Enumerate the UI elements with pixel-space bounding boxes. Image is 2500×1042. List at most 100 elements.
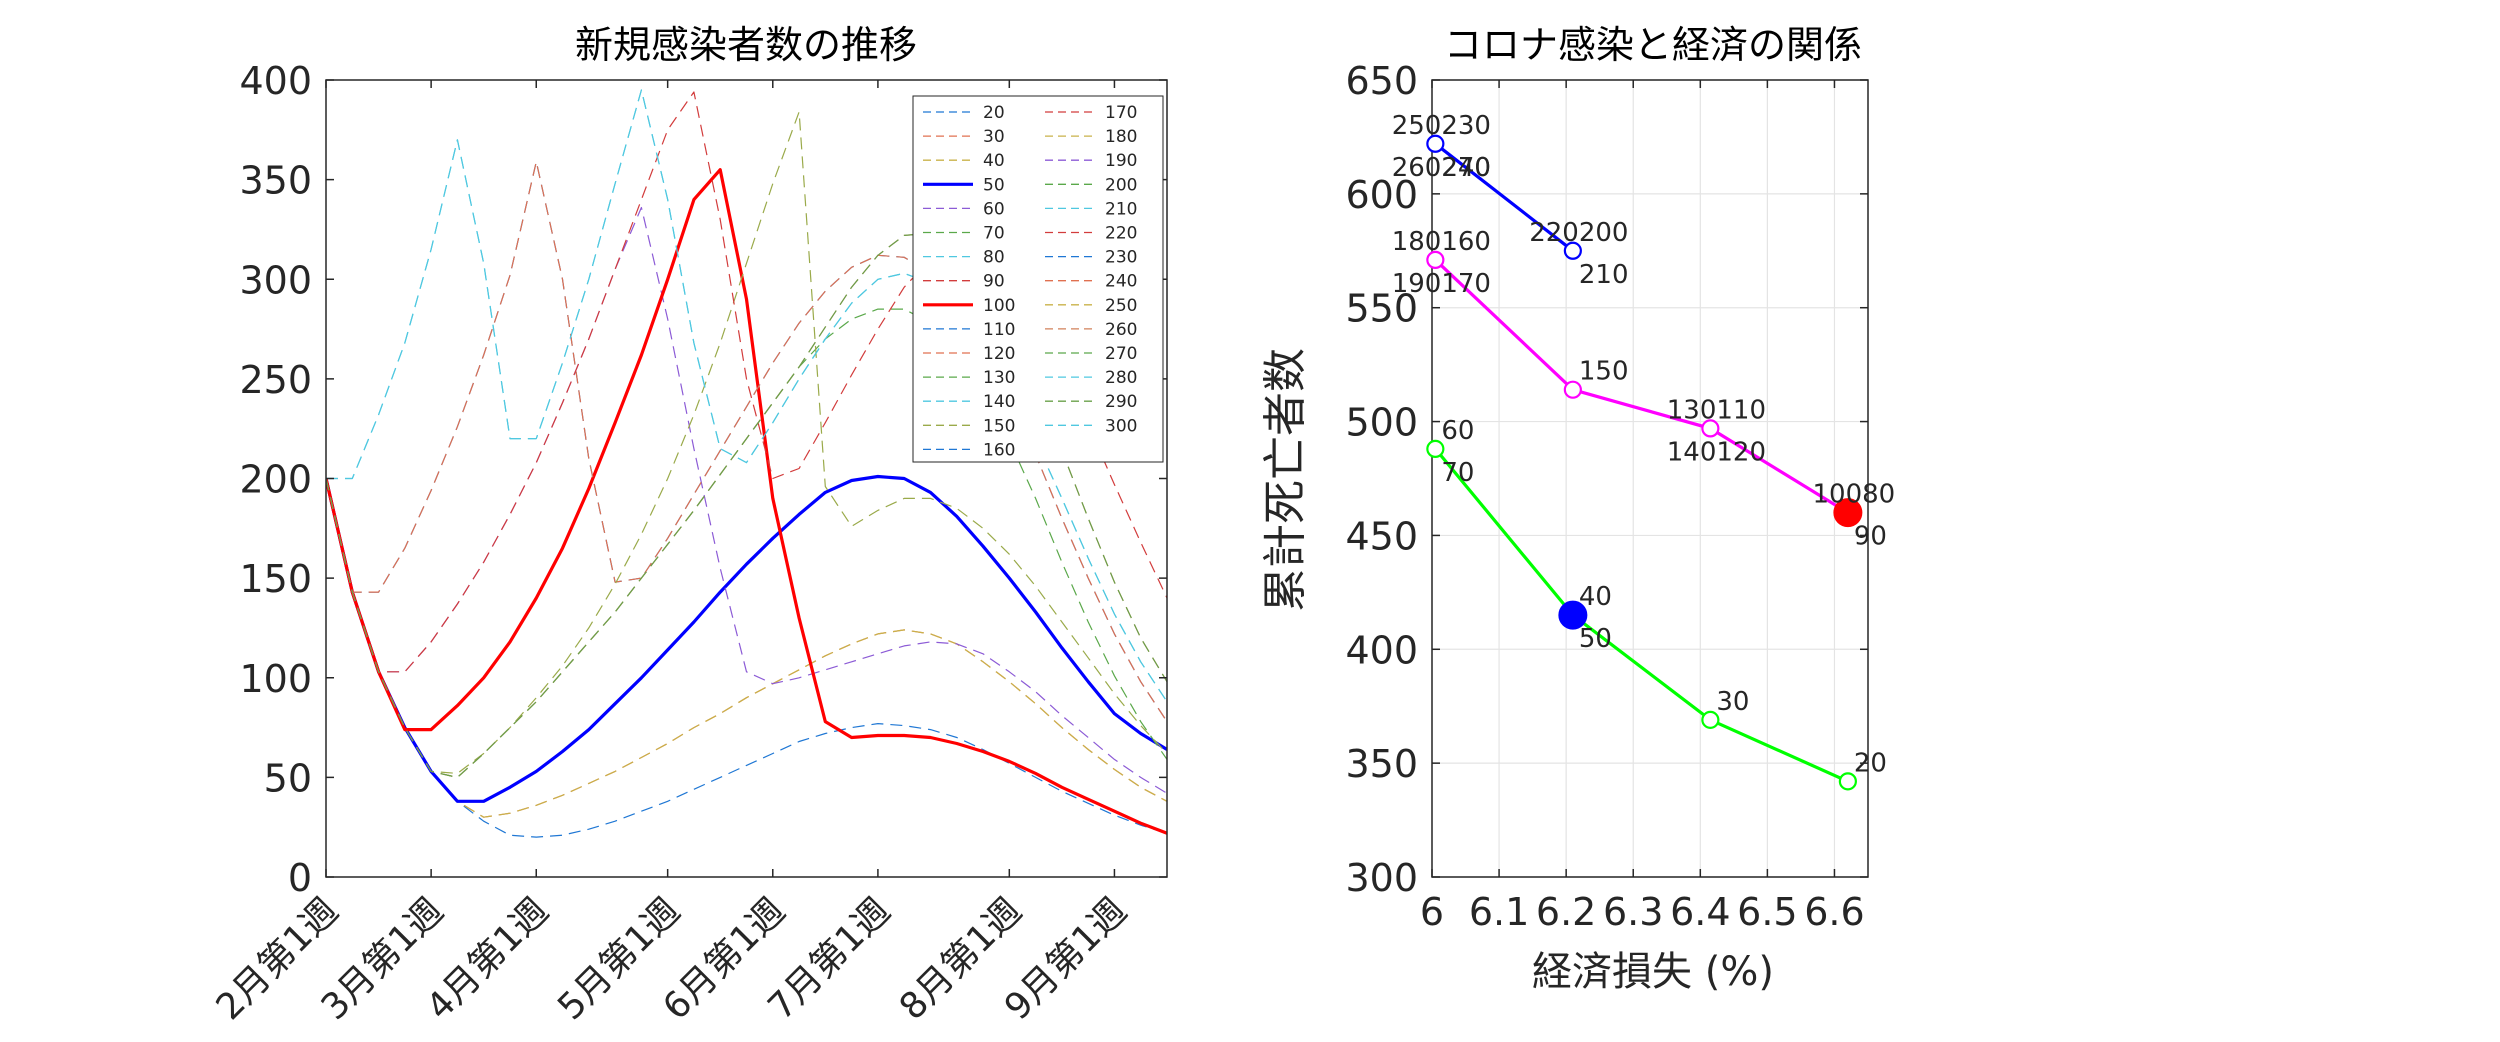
right-series-line-2 bbox=[1434, 258, 1849, 515]
right-highlight-point bbox=[1833, 498, 1863, 528]
right-series-point bbox=[1701, 710, 1720, 729]
right-point-annotation: 140120 bbox=[1667, 437, 1766, 467]
left-legend: 20 30 40 50 60 70 80 90 100 110 120 130 140 150 160 170… bbox=[912, 95, 1164, 463]
left-series-line-40 bbox=[326, 478, 1167, 818]
left-legend-label: 160 bbox=[983, 440, 1015, 460]
right-series-point bbox=[1426, 439, 1445, 458]
right-point-annotation: 250230 bbox=[1392, 111, 1491, 141]
left-ytick-label: 200 bbox=[239, 458, 312, 502]
right-xtick-label: 6.6 bbox=[1804, 890, 1864, 934]
left-series-line-170 bbox=[326, 91, 1167, 673]
left-series-line-150 bbox=[326, 111, 1167, 775]
right-ytick-label: 300 bbox=[1345, 856, 1418, 900]
right-series-point bbox=[1701, 419, 1720, 438]
left-legend-label: 280 bbox=[1105, 368, 1137, 388]
right-point-annotation: 210 bbox=[1579, 260, 1629, 290]
left-ytick-label: 0 bbox=[288, 856, 312, 900]
right-point-annotation: 190170 bbox=[1392, 269, 1491, 299]
left-legend-label: 140 bbox=[983, 392, 1015, 412]
left-legend-label: 30 bbox=[983, 127, 1005, 147]
right-series-point bbox=[1838, 772, 1857, 791]
left-ytick-label: 100 bbox=[239, 657, 312, 701]
right-series-point bbox=[1563, 380, 1582, 399]
right-xtick-label: 6.5 bbox=[1737, 890, 1797, 934]
right-point-annotation: 90 bbox=[1854, 522, 1887, 552]
left-legend-label: 240 bbox=[1105, 272, 1137, 292]
right-point-annotation: 130110 bbox=[1667, 395, 1766, 425]
right-xtick-label: 6.3 bbox=[1603, 890, 1663, 934]
left-legend-label: 110 bbox=[983, 320, 1015, 340]
right-ytick-label: 450 bbox=[1345, 514, 1418, 558]
left-legend-label: 20 bbox=[983, 103, 1005, 123]
right-series-point bbox=[1426, 250, 1445, 269]
left-legend-label: 80 bbox=[983, 248, 1005, 268]
left-legend-label: 290 bbox=[1105, 392, 1137, 412]
right-point-annotation: 60 bbox=[1441, 416, 1474, 446]
left-legend-label: 130 bbox=[983, 368, 1015, 388]
right-point-annotation: 260240 bbox=[1392, 153, 1491, 183]
right-point-annotation: 30 bbox=[1716, 687, 1749, 717]
left-series-line-100 bbox=[326, 168, 1167, 835]
right-point-annotation: 70 bbox=[1441, 458, 1474, 488]
left-legend-label: 90 bbox=[983, 272, 1005, 292]
right-ytick-label: 650 bbox=[1345, 59, 1418, 103]
right-plot-area: 300 350 400 450 500 550 600 650 6 6.1 6.2 6.3 6.4 6.5… bbox=[1345, 59, 1895, 934]
right-ytick-label: 600 bbox=[1345, 173, 1418, 217]
left-series-line-50 bbox=[326, 474, 1167, 803]
right-point-annotation: 180160 bbox=[1392, 227, 1491, 257]
right-point-annotation: 50 bbox=[1579, 624, 1612, 654]
left-ytick-label: 300 bbox=[239, 258, 312, 302]
left-legend-label: 300 bbox=[1105, 416, 1137, 436]
left-chart-title: 新規感染者数の推移 bbox=[575, 23, 917, 67]
right-point-annotation: 20 bbox=[1854, 748, 1887, 778]
right-highlight-point bbox=[1558, 600, 1588, 630]
right-chart: コロナ感染と経済の関係 経済損失 (%) 累計死亡者数 300 350 400 450… bbox=[1260, 23, 1895, 995]
right-series-line-1 bbox=[1434, 142, 1574, 253]
right-xtick-label: 6.1 bbox=[1469, 890, 1529, 934]
left-legend-label: 120 bbox=[983, 344, 1015, 364]
left-legend-label: 50 bbox=[983, 175, 1005, 195]
left-legend-label: 220 bbox=[1105, 224, 1137, 244]
left-ytick-label: 350 bbox=[239, 159, 312, 203]
right-chart-ylabel: 累計死亡者数 bbox=[1260, 348, 1311, 612]
right-ytick-label: 500 bbox=[1345, 401, 1418, 445]
left-legend-label: 190 bbox=[1105, 151, 1137, 171]
left-legend-label: 210 bbox=[1105, 199, 1137, 219]
left-ytick-label: 50 bbox=[264, 756, 312, 800]
right-chart-title: コロナ感染と経済の関係 bbox=[1444, 23, 1862, 67]
right-chart-xlabel: 経済損失 (%) bbox=[1532, 949, 1774, 995]
right-point-annotation: 40 bbox=[1579, 582, 1612, 612]
left-series-line-20 bbox=[326, 478, 1167, 838]
right-xtick-label: 6 bbox=[1420, 890, 1444, 934]
left-legend-label: 180 bbox=[1105, 127, 1137, 147]
right-series-point bbox=[1426, 134, 1445, 153]
left-ytick-label: 400 bbox=[239, 59, 312, 103]
right-ytick-label: 350 bbox=[1345, 742, 1418, 786]
right-xtick-label: 6.2 bbox=[1536, 890, 1596, 934]
left-legend-label: 170 bbox=[1105, 103, 1137, 123]
right-axes-box bbox=[1431, 79, 1869, 878]
right-ytick-label: 400 bbox=[1345, 628, 1418, 672]
left-legend-label: 60 bbox=[983, 199, 1005, 219]
left-legend-label: 200 bbox=[1105, 175, 1137, 195]
left-legend-label: 100 bbox=[983, 296, 1015, 316]
right-xtick-label: 6.4 bbox=[1670, 890, 1730, 934]
left-legend-label: 230 bbox=[1105, 248, 1137, 268]
right-point-annotation: 220200 bbox=[1529, 218, 1628, 248]
left-legend-label: 260 bbox=[1105, 320, 1137, 340]
right-series-line-3 bbox=[1434, 447, 1849, 783]
right-point-annotation: 10080 bbox=[1813, 480, 1896, 510]
right-series-point bbox=[1563, 241, 1582, 260]
left-ytick-label: 250 bbox=[239, 358, 312, 402]
left-legend-label: 250 bbox=[1105, 296, 1137, 316]
right-point-annotation: 270 bbox=[1441, 153, 1491, 183]
left-legend-label: 70 bbox=[983, 224, 1005, 244]
left-legend-label: 150 bbox=[983, 416, 1015, 436]
right-ytick-label: 550 bbox=[1345, 287, 1418, 331]
left-legend-label: 270 bbox=[1105, 344, 1137, 364]
left-ytick-label: 150 bbox=[239, 557, 312, 601]
right-point-annotation: 150 bbox=[1579, 357, 1629, 387]
left-legend-label: 40 bbox=[983, 151, 1005, 171]
